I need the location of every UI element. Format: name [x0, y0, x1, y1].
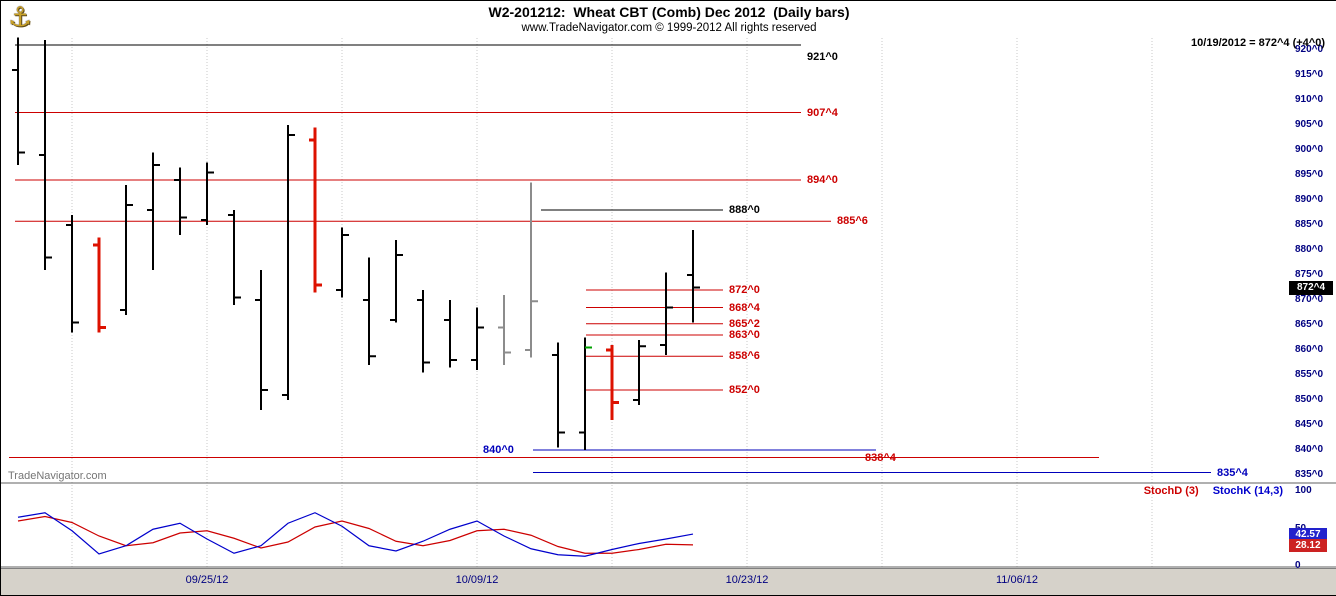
watermark: TradeNavigator.com [8, 470, 107, 482]
level-label[interactable]: 852^0 [729, 384, 760, 396]
level-label[interactable]: 865^2 [729, 317, 760, 330]
indicator-legend: StochD (3) StochK (14,3) [1144, 485, 1283, 497]
price-axis-tick: 880^0 [1295, 244, 1324, 255]
level-label[interactable]: 907^4 [807, 106, 838, 119]
price-axis-tick: 885^0 [1295, 219, 1324, 230]
price-axis-tick: 900^0 [1295, 144, 1324, 155]
stoch-axis-tick: 0 [1295, 560, 1301, 571]
price-axis-tick: 850^0 [1295, 394, 1324, 405]
level-label[interactable]: 885^6 [837, 215, 868, 228]
level-label[interactable]: 840^0 [483, 444, 514, 456]
stoch-axis-tick: 100 [1295, 485, 1312, 496]
level-label[interactable]: 863^0 [729, 329, 760, 341]
date-label: 11/06/12 [995, 574, 1039, 586]
price-axis-tick: 910^0 [1295, 94, 1324, 105]
price-axis-tick: 860^0 [1295, 344, 1324, 355]
level-label[interactable]: 835^4 [1217, 466, 1248, 479]
level-label[interactable]: 872^0 [729, 284, 760, 296]
price-axis-tick: 875^0 [1295, 269, 1324, 280]
chart-title: W2-201212: Wheat CBT (Comb) Dec 2012 (Da… [488, 4, 850, 20]
price-axis-tick: 915^0 [1295, 69, 1324, 80]
stochk-line [17, 512, 694, 557]
level-label[interactable]: 868^4 [729, 301, 760, 314]
stochd-line [17, 515, 694, 554]
price-axis-tick: 865^0 [1295, 319, 1324, 330]
level-label[interactable]: 894^0 [807, 174, 838, 186]
copyright-line: www.TradeNavigator.com © 1999-2012 All r… [521, 22, 817, 34]
stoch-d-value-badge: 28.12 [1289, 538, 1327, 552]
date-label: 10/23/12 [725, 574, 769, 586]
app-logo-anchor-icon: ⚓ [8, 2, 33, 32]
date-label: 09/25/12 [185, 574, 229, 586]
level-label[interactable]: 858^6 [729, 350, 760, 363]
price-axis-tick: 870^0 [1295, 294, 1324, 305]
level-label[interactable]: 838^4 [865, 451, 896, 464]
price-axis-tick: 845^0 [1295, 419, 1324, 430]
price-axis-tick: 890^0 [1295, 194, 1324, 205]
date-axis-bar [1, 568, 1336, 595]
stoch-k-value-badge: 42.57 [1289, 528, 1327, 542]
level-label[interactable]: 888^0 [729, 204, 760, 216]
cursor-readout: 10/19/2012 = 872^4 (+4^0) [1191, 37, 1325, 49]
legend-stochk[interactable]: StochK (14,3) [1212, 485, 1283, 497]
date-label: 10/09/12 [455, 574, 499, 586]
price-axis-tick: 905^0 [1295, 119, 1324, 130]
stoch-axis-tick: 50 [1295, 523, 1306, 535]
price-axis-tick: 895^0 [1295, 169, 1324, 180]
price-axis-tick: 840^0 [1295, 444, 1324, 455]
level-label[interactable]: 921^0 [807, 51, 838, 63]
price-axis-tick: 835^0 [1295, 469, 1324, 480]
current-price-box: 872^4 [1289, 280, 1333, 295]
legend-stochd[interactable]: StochD (3) [1143, 485, 1199, 497]
price-axis-tick: 920^0 [1295, 44, 1324, 55]
price-axis-tick: 855^0 [1295, 369, 1324, 380]
